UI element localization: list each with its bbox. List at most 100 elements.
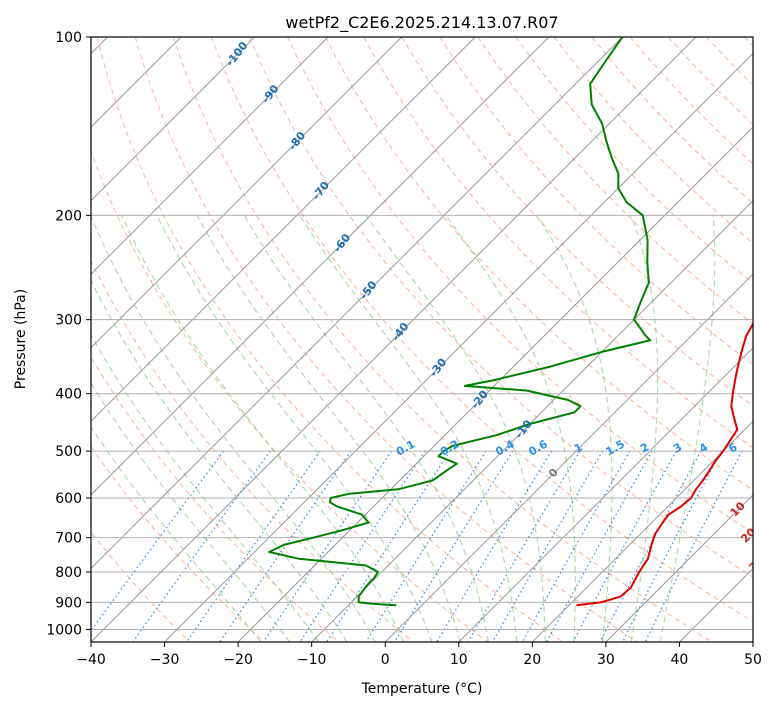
dry-adiabat-label: 20 [738, 525, 758, 545]
isotherm-line [91, 37, 476, 423]
mixing-ratio-label: 0.1 [394, 438, 417, 459]
temperature-profile [576, 321, 753, 607]
dry-adiabat-label: 30 [747, 554, 767, 574]
dry-adiabat [553, 37, 753, 244]
mixing-ratio-line [622, 450, 722, 642]
y-tick-label: 900 [55, 595, 82, 611]
chart-title: wetPf2_C2E6.2025.214.13.07.R07 [285, 13, 558, 33]
dry-adiabat [172, 37, 713, 642]
mixing-ratio-line [91, 450, 224, 632]
dry-adiabat [515, 37, 753, 284]
isotherm-line [91, 37, 697, 642]
isotherm-line [91, 37, 329, 275]
moist-adiabat [630, 215, 659, 642]
x-axis-label: Temperature (°C) [361, 681, 483, 697]
dry-adiabat [287, 37, 753, 534]
dry-adiabat [401, 37, 753, 407]
x-tick-label: −20 [223, 652, 253, 668]
moist-adiabat [196, 215, 461, 642]
y-tick-label: 1000 [46, 622, 82, 638]
dry-adiabat [325, 37, 753, 491]
isotherm-line [311, 199, 753, 642]
y-tick-label: 700 [55, 531, 82, 547]
isotherm-line [91, 37, 623, 570]
dry-adiabat [248, 37, 753, 578]
moist-adiabat [91, 279, 348, 642]
y-tick-label: 100 [55, 30, 82, 46]
y-tick-label: 600 [55, 491, 82, 507]
dry-adiabat-label: 40 [762, 582, 775, 602]
dry-adiabat [744, 37, 753, 47]
dry-adiabat [91, 356, 340, 642]
moist-adiabat [91, 425, 262, 642]
isotherm-line [237, 126, 753, 642]
isotherm-line [91, 37, 403, 349]
dry-adiabat [91, 259, 414, 642]
mixing-ratio-line [572, 450, 677, 642]
dry-adiabat [477, 37, 753, 325]
y-tick-label: 500 [55, 444, 82, 460]
moist-adiabat [365, 214, 546, 642]
dry-adiabat [705, 37, 753, 86]
mixing-ratio-line [546, 450, 653, 642]
dry-adiabat-label: 10 [728, 499, 748, 519]
y-tick-label: 200 [55, 208, 82, 224]
isotherm-line [91, 37, 256, 202]
x-tick-label: 40 [670, 652, 688, 668]
mixing-ratio-label: 3 [671, 441, 684, 456]
x-tick-label: 0 [381, 652, 390, 668]
y-axis-label: Pressure (hPa) [13, 289, 29, 389]
dewpoint-profile [268, 37, 652, 607]
moist-adiabat [659, 215, 716, 642]
dry-adiabat [134, 37, 638, 642]
x-tick-label: 50 [744, 652, 762, 668]
mixing-ratio-line [467, 450, 581, 642]
mixing-ratio-label: 1.5 [604, 438, 627, 459]
moist-adiabat [91, 333, 319, 642]
dry-adiabat [210, 37, 753, 623]
x-tick-label: 20 [523, 652, 541, 668]
isotherm-line [164, 52, 753, 642]
x-tick-label: −10 [297, 652, 327, 668]
mixing-ratio-label: 0.6 [526, 437, 550, 458]
mixing-ratio-line [219, 450, 352, 642]
x-tick-label: 30 [597, 652, 615, 668]
mixing-ratio-line [299, 450, 426, 642]
isotherm-line [531, 420, 753, 642]
moist-adiabat [445, 214, 576, 642]
mixing-ratio-line [521, 450, 631, 642]
mixing-ratio-label: 4 [697, 440, 710, 455]
mixing-ratio-label: 8 [756, 441, 769, 456]
isotherm-line [752, 641, 753, 642]
moist-adiabat [91, 382, 291, 642]
plot-area: -100-90-80-70-60-50-40-30-20-1000.1 0.2 0.… [91, 37, 775, 642]
mixing-ratio-line [436, 450, 553, 642]
mixing-ratio-line [262, 450, 392, 642]
x-tick-label: 10 [450, 652, 468, 668]
y-tick-label: 800 [55, 565, 82, 581]
moist-adiabat [121, 215, 405, 642]
isotherm-line [679, 567, 753, 642]
x-tick-label: −40 [76, 652, 106, 668]
y-tick-label: 300 [55, 313, 82, 329]
dry-adiabat [363, 37, 753, 449]
mixing-ratio-label: 6 [726, 440, 739, 455]
moist-adiabat [156, 215, 433, 642]
isotherm-line [384, 273, 753, 642]
dry-adiabat [96, 37, 563, 642]
axis-ticks: −40 −30 −20 −10 0 10 20 30 40 5010020030040050060… [46, 30, 762, 668]
moist-adiabat [91, 215, 376, 642]
mixing-ratio-line [326, 450, 451, 642]
isotherm-line [458, 347, 753, 642]
plot-frame [90, 36, 754, 643]
dry-adiabat [667, 37, 753, 126]
mixing-ratio-line [599, 450, 702, 642]
moist-adiabat [299, 215, 518, 642]
dry-adiabat [91, 445, 265, 642]
isotherm-line [91, 37, 550, 496]
dry-adiabat [91, 149, 489, 642]
x-tick-label: −30 [150, 652, 180, 668]
isotherm-label: -100 [223, 39, 250, 69]
isotherm-line [605, 494, 753, 642]
